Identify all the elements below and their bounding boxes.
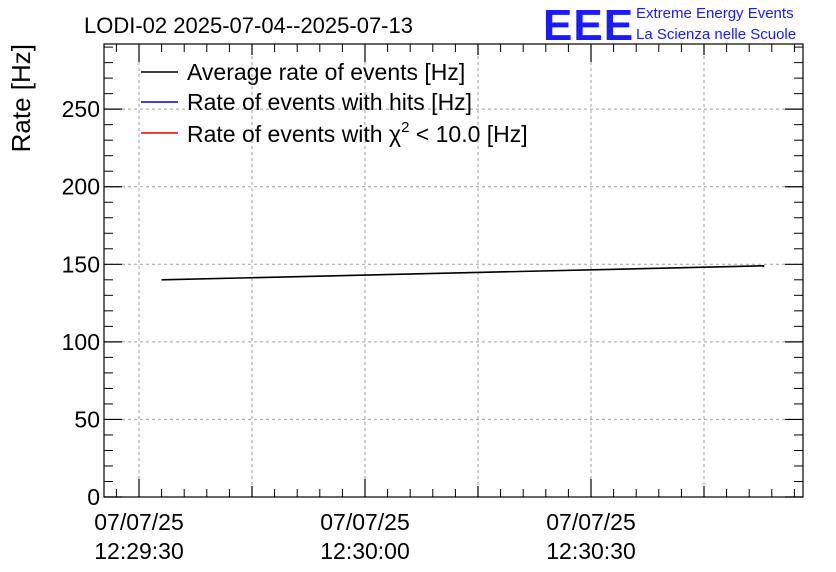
y-tick-label: 100 bbox=[62, 329, 100, 355]
x-tick-label-time: 12:30:00 bbox=[320, 538, 410, 564]
legend: Average rate of events [Hz] Rate of even… bbox=[141, 59, 528, 147]
logo-line1: Extreme Energy Events bbox=[636, 5, 794, 22]
chart-title: LODI-02 2025-07-04--2025-07-13 bbox=[84, 13, 413, 38]
y-axis-title: Rate [Hz] bbox=[6, 44, 36, 152]
y-tick-label: 200 bbox=[62, 174, 100, 200]
y-tick-label: 0 bbox=[87, 484, 100, 510]
y-tick-label: 50 bbox=[74, 406, 100, 432]
grid-lines bbox=[104, 44, 803, 497]
x-tick-label-time: 12:30:30 bbox=[546, 538, 636, 564]
series-line-average-rate bbox=[161, 265, 765, 281]
eee-logo: EEE Extreme Energy Events La Scienza nel… bbox=[543, 1, 796, 50]
legend-label-hits: Rate of events with hits [Hz] bbox=[187, 89, 472, 115]
axis-ticks bbox=[104, 44, 803, 498]
x-tick-label-date: 07/07/25 bbox=[546, 509, 636, 535]
logo-line2: La Scienza nelle Scuole bbox=[636, 26, 796, 43]
tick-labels: 0 50 100 150 200 250 07/07/25 12:29:30 07/07/25 1… bbox=[62, 96, 636, 564]
x-tick-label-time: 12:29:30 bbox=[94, 538, 184, 564]
series-group bbox=[161, 265, 765, 281]
legend-label-chi2: Rate of events with χ2 < 10.0 [Hz] bbox=[187, 119, 528, 147]
x-tick-label-date: 07/07/25 bbox=[94, 509, 184, 535]
x-tick-label-date: 07/07/25 bbox=[320, 509, 410, 535]
logo-mark: EEE bbox=[543, 1, 634, 50]
y-tick-label: 250 bbox=[62, 96, 100, 122]
legend-label-average: Average rate of events [Hz] bbox=[187, 59, 465, 85]
y-tick-label: 150 bbox=[62, 251, 100, 277]
plot-frame bbox=[103, 43, 804, 498]
